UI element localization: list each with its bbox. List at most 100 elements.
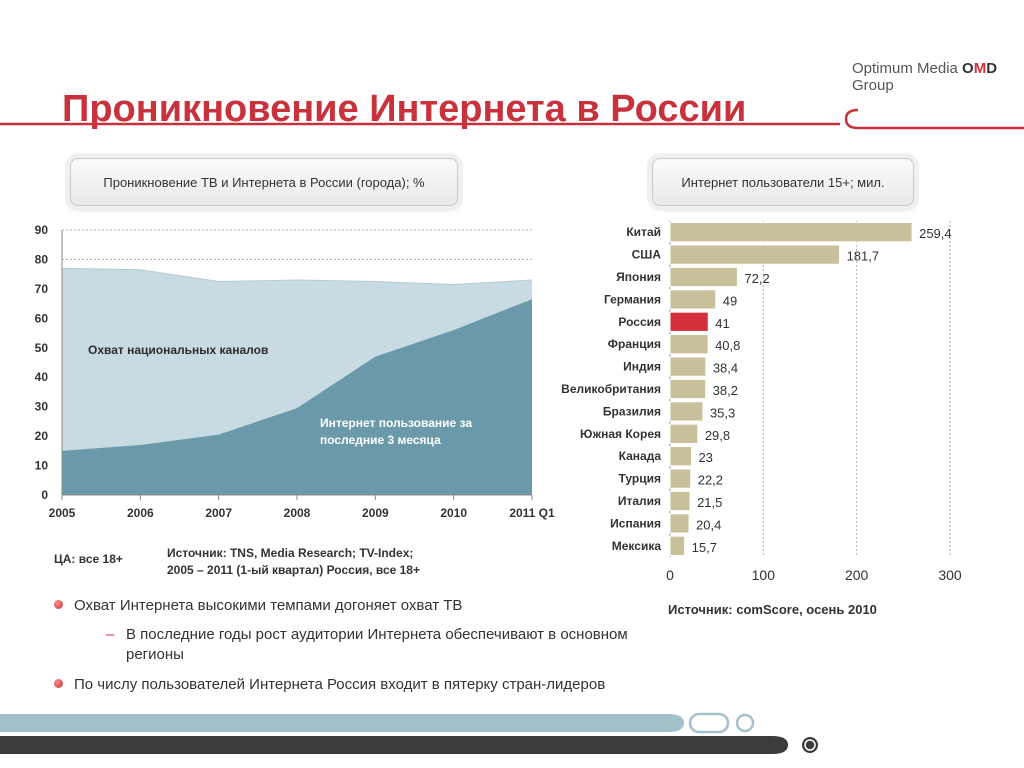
bar-category-label: США [632,248,662,262]
bar-value-label: 35,3 [710,405,735,420]
area-x-tick-label: 2008 [284,506,311,520]
brand-line-1: Optimum Media OMD [852,60,997,77]
area-y-tick-label: 50 [35,341,49,355]
area-chart-source-line-1: Источник: TNS, Media Research; TV-Index; [167,546,414,560]
area-chart-source-line-2: 2005 – 2011 (1-ый квартал) Россия, все 1… [167,563,420,577]
bar-value-label: 72,2 [744,271,769,286]
area-chart-series-labels: Охват национальных каналов Интернет польз… [88,343,472,447]
brand-name: Optimum Media [852,60,963,77]
area-y-tick-label: 70 [35,282,49,296]
target-audience-note: ЦА: все 18+ [54,552,123,566]
bar-value-label: 22,2 [698,473,723,488]
area-x-tick-label: 2007 [205,506,232,520]
bar-value-label: 38,4 [713,361,738,376]
bar [669,468,692,489]
area-y-tick-label: 20 [35,429,49,443]
bar-category-label: Япония [616,270,661,284]
area-series-internet-usage [62,299,532,495]
bullet-dot-icon [54,679,63,688]
area-x-tick-label: 2005 [49,506,76,520]
area-chart-x-ticks: 2005 2006 2007 2008 2009 2010 2011 Q1 [49,495,555,520]
bullet-dot-icon [54,600,63,609]
bar [669,513,690,534]
area-x-tick-label: 2009 [362,506,389,520]
dash-icon: – [106,626,115,643]
bar-chart-bars [669,222,913,556]
bar-category-label: Турция [619,472,661,486]
bar-value-label: 29,8 [705,428,730,443]
bar [669,311,709,332]
bar-chart-heading: Интернет пользователи 15+; мил. [652,158,914,206]
area-y-tick-label: 0 [41,488,48,502]
footer-decoration [0,712,818,754]
bullet-text-2: По числу пользователей Интернета Россия … [74,676,606,693]
bar [669,423,699,444]
bar-chart-x-ticks: 0 100 200 300 [666,567,962,583]
bar-chart-source: Источник: comScore, осень 2010 [668,602,877,617]
bar-value-label: 21,5 [697,495,722,510]
sub-bullet-text-1: В последние годы рост аудитории Интернет… [126,626,628,663]
bar-category-label: Россия [618,315,661,329]
bar-chart-category-labels: Китай США Япония Германия Россия Франция Индия… [561,225,661,553]
bar-category-label: Южная Корея [580,427,661,441]
bar-category-label: Китай [626,225,661,239]
area-series-tv-reach [62,268,532,495]
bar-category-label: Мексика [612,539,662,553]
bar [669,490,691,512]
bar-value-label: 40,8 [715,338,740,353]
bar-value-label: 15,7 [692,540,717,555]
area-y-tick-label: 80 [35,252,49,266]
area-x-tick-label: 2011 Q1 [509,506,555,520]
bar-value-label: 259,4 [919,226,952,241]
bullet-text-1: Охват Интернета высокими темпами догоняе… [74,597,463,614]
bar-category-label: Испания [610,516,661,530]
area-series-tv-outline [61,267,533,285]
series-label-internet-usage: Интернет пользование за [320,416,472,430]
bar [669,334,709,355]
area-x-tick-label: 2010 [440,506,467,520]
area-chart-grid [62,229,532,467]
area-y-tick-label: 10 [35,459,49,473]
bar [669,222,913,243]
brand-logo: Optimum Media OMD Group [852,60,997,94]
bar-value-label: 23 [698,450,712,465]
area-chart-y-ticks: 0 10 20 30 40 50 60 70 80 90 [35,223,49,502]
bar-category-label: Франция [608,337,661,351]
brand-line-2: Group [852,77,894,94]
bar-value-label: 41 [715,316,729,331]
bar-x-tick-label: 200 [845,567,869,583]
series-label-tv-reach: Охват национальных каналов [88,343,268,357]
bar-value-label: 38,2 [713,383,738,398]
bar-category-label: Великобритания [561,382,661,396]
bar [669,244,841,265]
bar-chart-value-labels: 259,4 181,7 72,2 49 41 40,8 38,4 38,2 35,3 29,8 23… [692,226,952,555]
bar-category-label: Италия [618,494,661,508]
area-x-tick-label: 2006 [127,506,154,520]
brand-mark: OMD [962,60,998,77]
bar [669,535,686,556]
area-chart-source: Источник: TNS, Media Research; TV-Index;… [167,545,420,579]
bar [669,378,707,400]
bar-x-tick-label: 0 [666,567,674,583]
bar-value-label: 20,4 [696,517,721,532]
header-rule [0,108,1024,130]
area-y-tick-label: 90 [35,223,49,237]
bar [669,401,704,422]
bar [669,289,717,310]
area-y-tick-label: 40 [35,370,49,384]
bar [669,266,738,288]
area-y-tick-label: 60 [35,311,49,325]
area-chart-axes [61,230,532,496]
bar-value-label: 49 [723,293,737,308]
area-chart-heading: Проникновение ТВ и Интернета в России (г… [70,158,458,206]
bar [669,446,692,467]
bar-value-label: 181,7 [847,249,880,264]
series-label-internet-usage: последние 3 месяца [320,433,441,447]
bar-category-label: Канада [619,449,662,463]
bar-chart-grid [669,221,951,557]
bar-category-label: Бразилия [603,404,661,418]
bar-category-label: Индия [623,360,661,374]
bar-x-tick-label: 300 [938,567,962,583]
area-y-tick-label: 30 [35,400,49,414]
bar-category-label: Германия [604,292,661,306]
